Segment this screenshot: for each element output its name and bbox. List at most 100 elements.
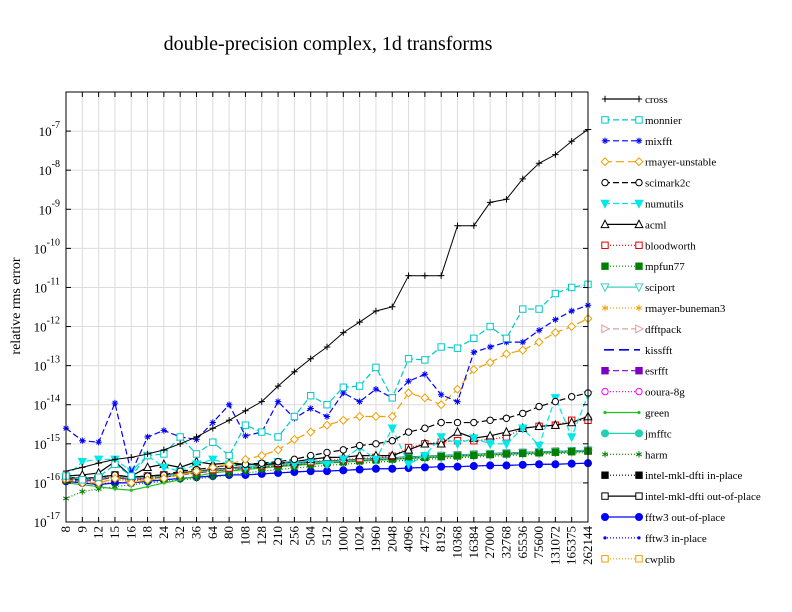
x-tick-label-12: 128 bbox=[254, 526, 269, 546]
data-point-mixfft-26 bbox=[486, 343, 494, 351]
data-point-scimark2c-24 bbox=[453, 418, 462, 427]
data-point-cross-26 bbox=[486, 199, 494, 206]
legend-marker-mixfft-b bbox=[635, 137, 643, 144]
data-point-scimark2c-16 bbox=[323, 448, 331, 457]
data-point-cross-5 bbox=[144, 450, 151, 458]
x-tick-label-9: 64 bbox=[205, 526, 220, 540]
data-point-scimark2c-28 bbox=[519, 409, 527, 418]
y-tick-label-4: 10-13 bbox=[34, 355, 60, 374]
x-tick-label-10: 80 bbox=[221, 526, 236, 539]
legend-marker-rmayer-buneman3-b bbox=[635, 304, 643, 312]
y-tick-label-5: 10-12 bbox=[34, 316, 60, 335]
data-point-monnier-19 bbox=[372, 363, 380, 372]
legend: cross monnier mixfft rmayer-unstable scimark… bbox=[600, 94, 761, 566]
data-point-rmayer-unstable-7 bbox=[175, 470, 185, 480]
legend-marker-fftw3-in-place-b bbox=[637, 536, 641, 540]
data-point-rmayer-unstable-10 bbox=[224, 459, 234, 469]
data-point-scimark2c-13 bbox=[274, 457, 282, 466]
data-point-rmayer-unstable-31 bbox=[567, 321, 577, 332]
legend-marker-fftw3-in-place-a bbox=[603, 536, 607, 540]
legend-item-rmayer-unstable: rmayer-unstable bbox=[600, 157, 716, 169]
series-line-numutils bbox=[65, 394, 589, 478]
data-point-fftw3-out-of-place-23 bbox=[437, 462, 446, 471]
x-tick-label-24: 10368 bbox=[450, 526, 465, 559]
data-point-acml-20 bbox=[387, 450, 397, 460]
data-point-cross-17 bbox=[340, 329, 347, 336]
data-point-mpfun77-30 bbox=[551, 448, 560, 456]
data-point-rmayer-unstable-5 bbox=[143, 475, 153, 485]
legend-marker-sciport-a bbox=[600, 283, 610, 293]
data-point-cross-22 bbox=[421, 272, 429, 279]
x-tick-label-30: 131072 bbox=[547, 526, 562, 565]
data-point-rmayer-unstable-2 bbox=[94, 478, 104, 488]
x-tick-label-11: 108 bbox=[237, 526, 252, 546]
legend-label-dfftpack: dfftpack bbox=[645, 324, 682, 336]
data-point-rmayer-unstable-18 bbox=[355, 411, 365, 422]
legend-marker-scimark2c-b bbox=[635, 178, 643, 187]
x-tick-label-21: 4096 bbox=[401, 526, 416, 553]
legend-item-dfftpack: dfftpack bbox=[601, 324, 682, 336]
legend-marker-numutils-a bbox=[600, 199, 610, 209]
legend-marker-green-a bbox=[603, 410, 607, 415]
legend-item-acml: acml bbox=[600, 219, 666, 231]
data-point-numutils-25 bbox=[469, 434, 479, 444]
data-point-fftw3-out-of-place-31 bbox=[567, 459, 576, 468]
data-point-monnier-28 bbox=[519, 305, 527, 313]
series-line-rmayer-unstable bbox=[65, 318, 589, 484]
y-tick-label-8: 10-9 bbox=[39, 198, 60, 217]
data-point-numutils-19 bbox=[371, 455, 381, 465]
data-point-fftw3-out-of-place-18 bbox=[355, 465, 364, 474]
data-point-scimark2c-15 bbox=[306, 451, 315, 460]
legend-label-scimark2c: scimark2c bbox=[645, 178, 690, 190]
data-point-rmayer-unstable-14 bbox=[289, 434, 299, 444]
data-point-rmayer-unstable-26 bbox=[485, 357, 495, 368]
legend-item-mpfun77: mpfun77 bbox=[601, 261, 685, 273]
data-point-scimark2c-19 bbox=[372, 440, 380, 448]
data-point-rmayer-unstable-22 bbox=[420, 393, 430, 403]
x-tick-label-14: 256 bbox=[286, 526, 301, 546]
legend-item-numutils: numutils bbox=[600, 199, 684, 211]
data-point-cross-21 bbox=[405, 272, 412, 279]
x-tick-label-19: 1960 bbox=[368, 526, 383, 552]
data-point-monnier-14 bbox=[290, 412, 299, 421]
data-point-cross-1 bbox=[79, 464, 86, 471]
data-point-numutils-31 bbox=[567, 433, 577, 443]
legend-marker-dfftpack-b bbox=[635, 324, 645, 334]
data-point-mpfun77-25 bbox=[470, 451, 478, 459]
data-point-cross-31 bbox=[568, 138, 575, 145]
data-point-monnier-31 bbox=[567, 283, 576, 292]
legend-marker-esrfft-b bbox=[635, 367, 643, 375]
legend-label-intel-mkl-dfti-out-of-place: intel-mkl-dfti out-of-place bbox=[645, 491, 761, 503]
legend-label-mpfun77: mpfun77 bbox=[645, 261, 685, 273]
legend-marker-intel-mkl-dfti-in-place-b bbox=[635, 471, 643, 479]
data-point-monnier-17 bbox=[339, 383, 348, 391]
legend-label-ooura-8g: ooura-8g bbox=[645, 387, 685, 399]
data-point-numutils-16 bbox=[322, 460, 332, 470]
data-point-rmayer-unstable-8 bbox=[191, 466, 202, 476]
legend-label-jmfftc: jmfftc bbox=[644, 428, 672, 440]
x-tick-label-5: 18 bbox=[140, 526, 155, 539]
legend-marker-esrfft-a bbox=[601, 367, 609, 375]
data-point-mixfft-13 bbox=[274, 398, 282, 405]
data-point-cross-10 bbox=[225, 417, 233, 424]
legend-marker-ooura-8g-a bbox=[601, 387, 609, 396]
data-point-monnier-20 bbox=[388, 394, 396, 402]
legend-marker-dfftpack-a bbox=[601, 324, 611, 334]
data-point-monnier-30 bbox=[551, 289, 560, 298]
data-point-rmayer-unstable-20 bbox=[387, 411, 397, 422]
data-point-fftw3-out-of-place-19 bbox=[371, 464, 380, 473]
data-point-acml-5 bbox=[142, 462, 153, 472]
legend-item-intel-mkl-dfti-out-of-place: intel-mkl-dfti out-of-place bbox=[601, 491, 761, 503]
x-tick-label-16: 512 bbox=[319, 526, 334, 546]
data-point-monnier-29 bbox=[535, 305, 543, 313]
legend-label-bloodworth: bloodworth bbox=[645, 240, 696, 252]
data-point-fftw3-out-of-place-25 bbox=[469, 462, 478, 471]
data-point-harm-1 bbox=[79, 488, 86, 495]
legend-item-cwplib: cwplib bbox=[601, 554, 675, 566]
data-point-fftw3-out-of-place-26 bbox=[486, 461, 495, 470]
data-point-numutils-22 bbox=[420, 451, 430, 461]
data-point-numutils-6 bbox=[159, 463, 169, 473]
legend-label-monnier: monnier bbox=[645, 115, 682, 127]
data-point-mixfft-9 bbox=[209, 419, 217, 426]
data-point-acml-26 bbox=[485, 430, 495, 440]
